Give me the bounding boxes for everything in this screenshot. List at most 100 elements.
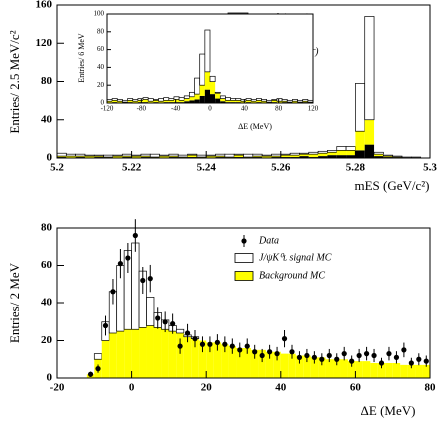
histogram-bar <box>370 363 378 378</box>
y-tick-label: 40 <box>97 63 105 71</box>
histogram-bar <box>173 96 180 100</box>
histogram-bar <box>93 154 104 157</box>
histogram-bar <box>407 364 416 378</box>
histogram-bar <box>347 361 356 378</box>
x-tick-label: 80 <box>275 105 283 113</box>
histogram-bar <box>299 154 309 157</box>
data-point <box>147 276 153 282</box>
histogram-bar <box>392 363 401 378</box>
histogram-bar <box>107 101 113 103</box>
histogram-bar <box>422 364 430 378</box>
histogram-bar <box>299 152 310 155</box>
data-point <box>192 336 198 342</box>
data-point <box>349 358 355 364</box>
x-tick-label: 5.22 <box>122 162 142 174</box>
x-tick-label: 5.28 <box>346 162 366 174</box>
histogram-bar <box>198 340 207 378</box>
histogram-bar <box>364 119 375 145</box>
histogram-bar <box>286 99 293 103</box>
y-axis-label: Entries/ 2.5 MeV/c² <box>7 30 22 133</box>
histogram-bar <box>271 100 277 103</box>
histogram-bar <box>215 153 226 157</box>
histogram-bar <box>228 346 237 378</box>
histogram-bar <box>204 71 210 90</box>
histogram-bar <box>302 99 309 102</box>
histogram-bar <box>346 150 356 156</box>
y-tick-label: 120 <box>36 37 53 49</box>
histogram-bar <box>204 29 211 73</box>
data-point <box>378 360 385 366</box>
histogram-bar <box>385 363 393 378</box>
histogram-bar <box>308 151 319 155</box>
data-point <box>229 343 235 349</box>
histogram-bar <box>373 151 384 155</box>
histogram-bar <box>224 153 235 158</box>
histogram-bar <box>210 81 216 95</box>
histogram-bar <box>230 98 237 101</box>
histogram-bar <box>327 150 338 153</box>
x-tick-label: 40 <box>241 105 249 113</box>
data-point <box>162 319 168 325</box>
histogram-bar <box>65 153 76 157</box>
histogram-bar <box>225 100 231 103</box>
histogram-bar <box>261 154 272 157</box>
histogram-bar <box>377 363 386 378</box>
histogram-bar <box>364 144 375 158</box>
x-tick-label: -80 <box>137 105 147 113</box>
histogram-bar <box>189 91 195 98</box>
y-tick-label: 0 <box>101 99 105 107</box>
histogram-bar <box>189 96 195 101</box>
histogram-bar <box>75 156 85 158</box>
legend-swatch <box>234 271 254 281</box>
histogram-bar <box>271 99 278 101</box>
histogram-bar <box>199 53 206 86</box>
histogram-bar <box>281 99 288 102</box>
histogram-bar <box>250 349 259 378</box>
histogram-bar <box>204 89 210 103</box>
histogram-bar <box>142 97 149 100</box>
histogram-bar <box>303 355 311 378</box>
data-point <box>140 277 146 284</box>
histogram-bar <box>307 99 314 103</box>
histogram-bar <box>111 98 118 101</box>
histogram-bar <box>187 153 198 156</box>
legend-label: Data <box>258 235 279 246</box>
histogram-bar <box>288 353 296 378</box>
histogram-bar <box>124 329 132 378</box>
x-tick-label: -20 <box>50 382 65 394</box>
histogram-bar <box>299 156 309 158</box>
histogram-bar <box>147 98 154 102</box>
histogram-bar <box>297 99 304 103</box>
histogram-bar <box>234 155 244 158</box>
histogram-bar <box>256 100 262 103</box>
histogram-bar <box>345 146 356 151</box>
histogram-bar <box>219 95 226 99</box>
histogram-bar <box>106 99 113 102</box>
histogram-bar <box>235 98 242 101</box>
x-tick-label: -40 <box>171 105 181 113</box>
histogram-bar <box>112 100 118 103</box>
data-point <box>222 341 228 347</box>
histogram-bar <box>383 154 394 157</box>
histogram-bar <box>215 93 221 99</box>
histogram-bar <box>194 77 201 95</box>
histogram-bar <box>236 348 244 378</box>
histogram-bar <box>245 98 252 101</box>
histogram-bar <box>131 154 142 157</box>
histogram-bar <box>290 155 300 158</box>
data-point <box>117 261 124 267</box>
histogram-bar <box>159 156 169 158</box>
histogram-bar <box>158 98 165 102</box>
x-tick-label: 0 <box>208 105 212 113</box>
histogram-bar <box>276 101 283 103</box>
histogram-bar <box>173 99 180 103</box>
histogram-bar <box>56 152 67 157</box>
data-point <box>102 322 109 329</box>
histogram-bar <box>243 348 251 378</box>
histogram-bar <box>132 99 139 102</box>
histogram-bar <box>271 156 281 158</box>
histogram-bar <box>168 331 177 378</box>
histogram-bar <box>415 364 423 378</box>
histogram-bar <box>280 155 291 158</box>
data-point <box>423 358 429 364</box>
